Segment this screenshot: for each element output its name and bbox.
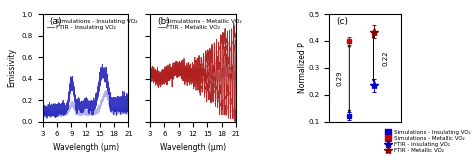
Simulations - Metallic VO₂ bbox=[222, 67, 228, 69]
FTIR - Metallic VO₂ bbox=[157, 72, 163, 74]
FTIR - Metallic VO₂ bbox=[231, 22, 237, 24]
Text: 0.22: 0.22 bbox=[382, 51, 388, 66]
Simulations - Metallic VO₂ bbox=[233, 72, 239, 73]
Text: 0.29: 0.29 bbox=[337, 71, 343, 86]
FTIR - Metallic VO₂ bbox=[147, 71, 153, 72]
Simulations - Metallic VO₂ bbox=[162, 74, 168, 76]
Simulations - Metallic VO₂ bbox=[157, 78, 163, 80]
Simulations - Metallic VO₂ bbox=[184, 69, 190, 71]
Simulations - Insulating VO₂ bbox=[124, 109, 130, 111]
Text: (c): (c) bbox=[337, 17, 348, 26]
FTIR - Insulating VO₂ bbox=[40, 118, 46, 119]
Simulations - Metallic VO₂ bbox=[147, 76, 153, 78]
Simulations - Insulating VO₂ bbox=[126, 110, 131, 112]
FTIR - Insulating VO₂ bbox=[40, 115, 46, 117]
Text: (a): (a) bbox=[49, 17, 62, 26]
Simulations - Insulating VO₂ bbox=[73, 113, 78, 115]
FTIR - Metallic VO₂ bbox=[233, 36, 239, 38]
Y-axis label: Normalized P: Normalized P bbox=[298, 42, 307, 93]
FTIR - Metallic VO₂ bbox=[180, 71, 186, 73]
Simulations - Insulating VO₂ bbox=[115, 109, 120, 110]
FTIR - Insulating VO₂ bbox=[55, 115, 60, 117]
Simulations - Metallic VO₂ bbox=[158, 82, 164, 84]
FTIR - Metallic VO₂ bbox=[162, 70, 168, 72]
Line: Simulations - Insulating VO₂: Simulations - Insulating VO₂ bbox=[43, 90, 128, 118]
Simulations - Insulating VO₂ bbox=[103, 90, 109, 91]
Simulations - Insulating VO₂ bbox=[50, 114, 55, 115]
Simulations - Insulating VO₂ bbox=[55, 112, 60, 114]
Simulations - Insulating VO₂ bbox=[76, 112, 82, 114]
Legend: Simulations - Insulating VO₂, Simulations - Metallic VO₂, FTIR - Insulating VO₂,: Simulations - Insulating VO₂, Simulation… bbox=[382, 130, 471, 153]
Simulations - Insulating VO₂ bbox=[47, 117, 53, 119]
Line: FTIR - Insulating VO₂: FTIR - Insulating VO₂ bbox=[43, 64, 128, 119]
Y-axis label: Emissivity: Emissivity bbox=[7, 48, 16, 87]
Legend: Simulations - Metallic VO₂, FTIR - Metallic VO₂: Simulations - Metallic VO₂, FTIR - Metal… bbox=[155, 17, 245, 33]
Simulations - Insulating VO₂ bbox=[40, 113, 46, 115]
FTIR - Metallic VO₂ bbox=[231, 53, 237, 55]
Simulations - Metallic VO₂ bbox=[173, 63, 178, 65]
Legend: Simulations - Insulating VO₂, FTIR - Insulating VO₂: Simulations - Insulating VO₂, FTIR - Ins… bbox=[45, 17, 140, 33]
Simulations - Metallic VO₂ bbox=[231, 76, 237, 77]
FTIR - Insulating VO₂ bbox=[76, 108, 82, 110]
X-axis label: Wavelength (μm): Wavelength (μm) bbox=[53, 143, 118, 152]
FTIR - Metallic VO₂ bbox=[222, 39, 228, 41]
FTIR - Metallic VO₂ bbox=[184, 71, 190, 73]
FTIR - Insulating VO₂ bbox=[73, 100, 78, 102]
FTIR - Metallic VO₂ bbox=[232, 121, 238, 123]
FTIR - Insulating VO₂ bbox=[126, 106, 131, 107]
Text: (b): (b) bbox=[157, 17, 170, 26]
Line: Simulations - Metallic VO₂: Simulations - Metallic VO₂ bbox=[150, 64, 236, 83]
FTIR - Insulating VO₂ bbox=[100, 63, 105, 65]
FTIR - Insulating VO₂ bbox=[50, 106, 55, 108]
FTIR - Insulating VO₂ bbox=[115, 104, 120, 106]
Simulations - Metallic VO₂ bbox=[180, 73, 186, 75]
X-axis label: Wavelength (μm): Wavelength (μm) bbox=[160, 143, 226, 152]
FTIR - Insulating VO₂ bbox=[124, 98, 130, 100]
Line: FTIR - Metallic VO₂: FTIR - Metallic VO₂ bbox=[150, 23, 236, 122]
